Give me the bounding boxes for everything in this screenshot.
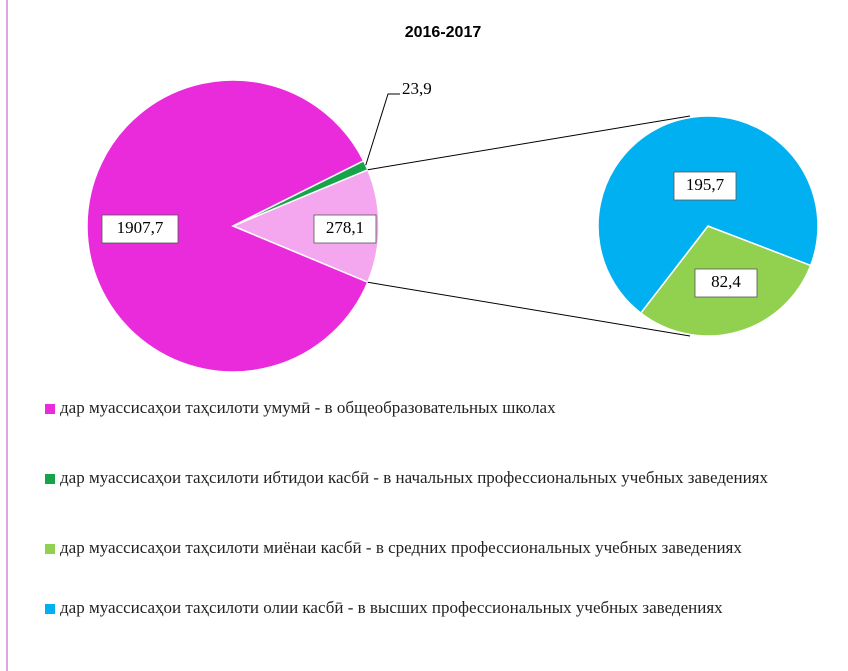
data-label: 278,1 bbox=[326, 218, 364, 237]
label-box bbox=[694, 268, 758, 298]
pie-slice bbox=[231, 168, 380, 284]
legend-item: дар муассисаҳои таҳсилоти олии касбӣ - в… bbox=[44, 598, 840, 618]
data-label: 23,9 bbox=[402, 79, 432, 98]
legend-label: дар муассисаҳои таҳсилоти олии касбӣ - в… bbox=[60, 598, 723, 617]
data-label: 195,7 bbox=[686, 175, 725, 194]
legend-marker bbox=[45, 474, 55, 484]
legend-item: дар муассисаҳои таҳсилоти миёнаи касбӣ -… bbox=[44, 538, 840, 558]
legend-label: дар муассисаҳои таҳсилоти миёнаи касбӣ -… bbox=[60, 538, 742, 557]
label-box bbox=[101, 214, 179, 244]
connector bbox=[367, 281, 691, 337]
legend-marker bbox=[45, 604, 55, 614]
legend-item: дар муассисаҳои таҳсилоти ибтидои касбӣ … bbox=[44, 468, 840, 488]
legend-label: дар муассисаҳои таҳсилоти ибтидои касбӣ … bbox=[60, 468, 768, 487]
legend-marker bbox=[45, 404, 55, 414]
leader-line bbox=[365, 93, 400, 166]
label-box bbox=[673, 171, 737, 201]
data-label: 1907,7 bbox=[117, 218, 164, 237]
data-label: 82,4 bbox=[711, 272, 741, 291]
legend-item: дар муассисаҳои таҳсилоти умумӣ - в обще… bbox=[44, 398, 840, 418]
label-box bbox=[313, 214, 377, 244]
legend-label: дар муассисаҳои таҳсилоти умумӣ - в обще… bbox=[60, 398, 556, 417]
pie-slice bbox=[597, 115, 819, 315]
chart-title: 2016-2017 bbox=[405, 24, 482, 41]
pie-slice bbox=[86, 79, 369, 373]
legend-marker bbox=[45, 544, 55, 554]
connector bbox=[367, 115, 691, 171]
